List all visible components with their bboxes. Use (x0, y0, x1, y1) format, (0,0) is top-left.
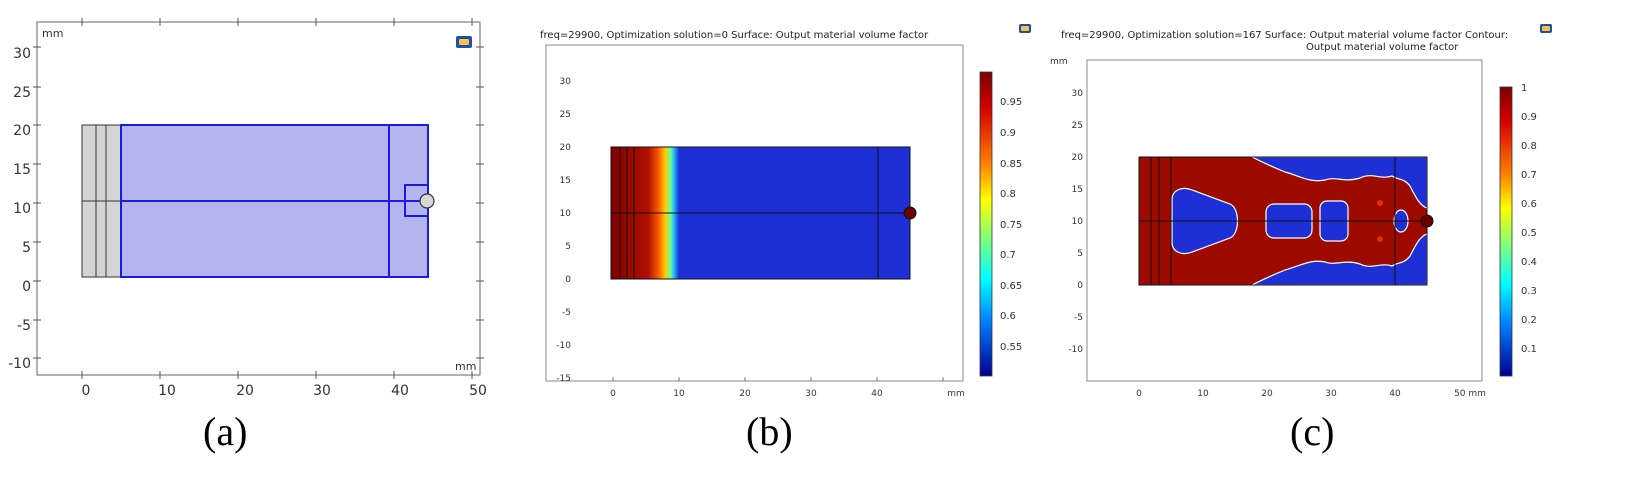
panel-a-ytick: 0 (22, 279, 31, 295)
panel-c-colorbar-label: 0.7 (1521, 170, 1537, 181)
panel-b-ytick: 15 (560, 176, 571, 186)
panel-b-ticks (612, 377, 944, 381)
panel-b-colorbar-label: 0.95 (1000, 97, 1022, 108)
panel-c-colorbar-label: 0.4 (1521, 257, 1537, 268)
panel-b-colorbar-label: 0.9 (1000, 128, 1016, 139)
panel-c-ytick: 30 (1072, 89, 1084, 99)
panel-a-ticks (33, 18, 484, 379)
panel-c-colorbar-label: 0.1 (1521, 344, 1537, 355)
panel-b: freq=29900, Optimization solution=0 Surf… (540, 24, 1031, 399)
panel-b-colorbar-label: 0.8 (1000, 189, 1016, 200)
panel-b-ytick: 20 (560, 143, 572, 153)
panel-b-xtick: 10 (673, 389, 685, 399)
panel-b-ytick: 10 (560, 209, 572, 219)
panel-c-ytick: -5 (1074, 313, 1083, 323)
panel-c-xtick: 30 (1325, 389, 1337, 399)
panel-c-colorbar-label: 0.2 (1521, 315, 1537, 326)
panel-c-xtick: 20 (1261, 389, 1273, 399)
panel-c-ytick: 15 (1072, 185, 1083, 195)
panel-a-ytick: 10 (13, 201, 31, 217)
output-port-marker (419, 193, 435, 209)
panel-b-ytick: 0 (565, 275, 571, 285)
panel-a-unit-top: mm (42, 27, 63, 40)
output-port-marker (1420, 214, 1434, 228)
panel-b-ytick: 25 (560, 110, 571, 120)
comsol-logo-icon (1540, 24, 1552, 33)
panel-a-xtick: 10 (158, 383, 176, 399)
panel-b-xtick: 30 (805, 389, 817, 399)
panel-c-ytick: -10 (1068, 345, 1083, 355)
panel-b-colorbar (979, 71, 993, 377)
comsol-logo-icon (1019, 24, 1031, 33)
panel-b-ytick: -5 (562, 308, 571, 318)
panel-c-ytick: 5 (1077, 249, 1083, 259)
panel-b-colorbar-label: 0.6 (1000, 311, 1016, 322)
panel-a-xtick: 0 (82, 383, 91, 399)
panel-a-unit-bottom: mm (455, 360, 476, 373)
panel-c-colorbar-label: 0.9 (1521, 112, 1537, 123)
panel-c-colorbar-label: 0.5 (1521, 228, 1537, 239)
panel-b-xtick: 40 (871, 389, 883, 399)
caption-c: (c) (1290, 409, 1335, 454)
panel-c-title-line2: Output material volume factor (1306, 42, 1459, 53)
panel-c-ytick: 0 (1077, 281, 1083, 291)
panel-b-xtick: 20 (739, 389, 751, 399)
panel-a-ytick: 25 (13, 85, 31, 101)
panel-a-ytick: 15 (13, 162, 31, 178)
comsol-logo-icon (456, 36, 472, 48)
panel-c-unit-top: mm (1050, 57, 1068, 67)
panel-c-ytick: 20 (1072, 153, 1084, 163)
panel-c-colorbar-label: 0.6 (1521, 199, 1537, 210)
panel-c-title-line1: freq=29900, Optimization solution=167 Su… (1061, 30, 1508, 41)
output-port-marker (903, 206, 917, 220)
panel-a-ytick: 20 (13, 123, 31, 139)
panel-a-xtick: 20 (236, 383, 254, 399)
panel-c: freq=29900, Optimization solution=167 Su… (1050, 24, 1552, 399)
panel-c-colorbar-label: 0.8 (1521, 141, 1537, 152)
panel-b-xtick: 0 (610, 389, 616, 399)
panel-b-unit: mm (947, 389, 965, 399)
panel-c-colorbar (1499, 86, 1513, 377)
panel-b-colorbar-label: 0.55 (1000, 342, 1022, 353)
caption-b: (b) (746, 409, 793, 454)
panel-b-ytick: -15 (556, 374, 571, 384)
panel-b-ytick: -10 (556, 341, 571, 351)
panel-a-ytick: 5 (22, 240, 31, 256)
panel-a-xtick: 50 (469, 383, 487, 399)
panel-b-colorbar-label: 0.7 (1000, 250, 1016, 261)
panel-a-xtick: 30 (313, 383, 331, 399)
panel-c-ytick: 25 (1072, 121, 1083, 131)
panel-c-xtick: 40 (1389, 389, 1401, 399)
panel-c-ytick: 10 (1072, 217, 1084, 227)
panel-a-xtick: 40 (391, 383, 409, 399)
panel-a: mm mm 0 10 20 30 40 50 30 25 20 15 10 5 … (8, 18, 487, 399)
panel-c-xtick: 0 (1136, 389, 1142, 399)
panel-a-ytick: -10 (8, 356, 31, 372)
panel-c-field (1139, 157, 1427, 285)
panel-b-colorbar-label: 0.75 (1000, 220, 1022, 231)
panel-b-colorbar-label: 0.85 (1000, 159, 1022, 170)
panel-a-ytick: 30 (13, 46, 31, 62)
panel-b-ytick: 30 (560, 77, 572, 87)
panel-c-xtick: 10 (1197, 389, 1209, 399)
caption-a: (a) (203, 409, 248, 454)
panel-c-colorbar-label: 1 (1521, 83, 1527, 94)
panel-b-colorbar-label: 0.65 (1000, 281, 1022, 292)
panel-b-title: freq=29900, Optimization solution=0 Surf… (540, 30, 929, 41)
panel-c-unit-bottom: 50 mm (1454, 389, 1486, 399)
panel-b-ytick: 5 (565, 242, 571, 252)
panel-a-ytick: -5 (17, 318, 31, 334)
panel-c-colorbar-label: 0.3 (1521, 286, 1537, 297)
